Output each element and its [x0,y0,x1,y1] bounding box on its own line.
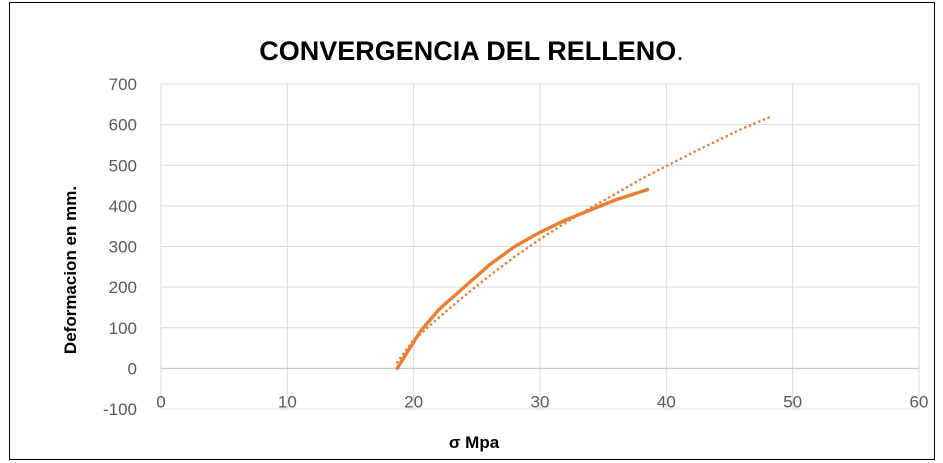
x-tick-label: 40 [657,392,676,411]
chart-title: CONVERGENCIA DEL RELLENO. [0,36,943,67]
chart-title-text: CONVERGENCIA DEL RELLENO [259,36,677,66]
y-tick-label: 200 [109,278,137,297]
y-tick-label: 100 [109,319,137,338]
chart-gridlines [160,83,920,410]
x-tick-label: 50 [783,392,802,411]
x-tick-label: 20 [404,392,423,411]
chart-series [395,115,773,371]
y-tick-label: 700 [109,75,137,94]
data-line-solid [395,187,650,371]
y-axis-ticks: -100 0 100 200 300 400 500 600 700 [103,75,137,419]
x-tick-label: 10 [278,392,297,411]
chart-title-suffix: . [676,36,684,66]
y-tick-label: 300 [109,238,137,257]
chart-frame [9,2,935,460]
y-tick-label: 500 [109,156,137,175]
y-axis-label: Deformacion en mm. [61,186,80,354]
x-tick-label: 60 [910,392,929,411]
y-tick-label: 0 [128,359,137,378]
y-tick-label: 400 [109,197,137,216]
trendline-dotted [395,115,773,364]
x-tick-label: 0 [156,392,165,411]
x-axis-label: σ Mpa [449,433,500,452]
x-axis-ticks: 0 10 20 30 40 50 60 [156,392,928,411]
x-tick-label: 30 [531,392,550,411]
y-tick-label: -100 [103,400,137,419]
y-tick-label: 600 [109,116,137,135]
